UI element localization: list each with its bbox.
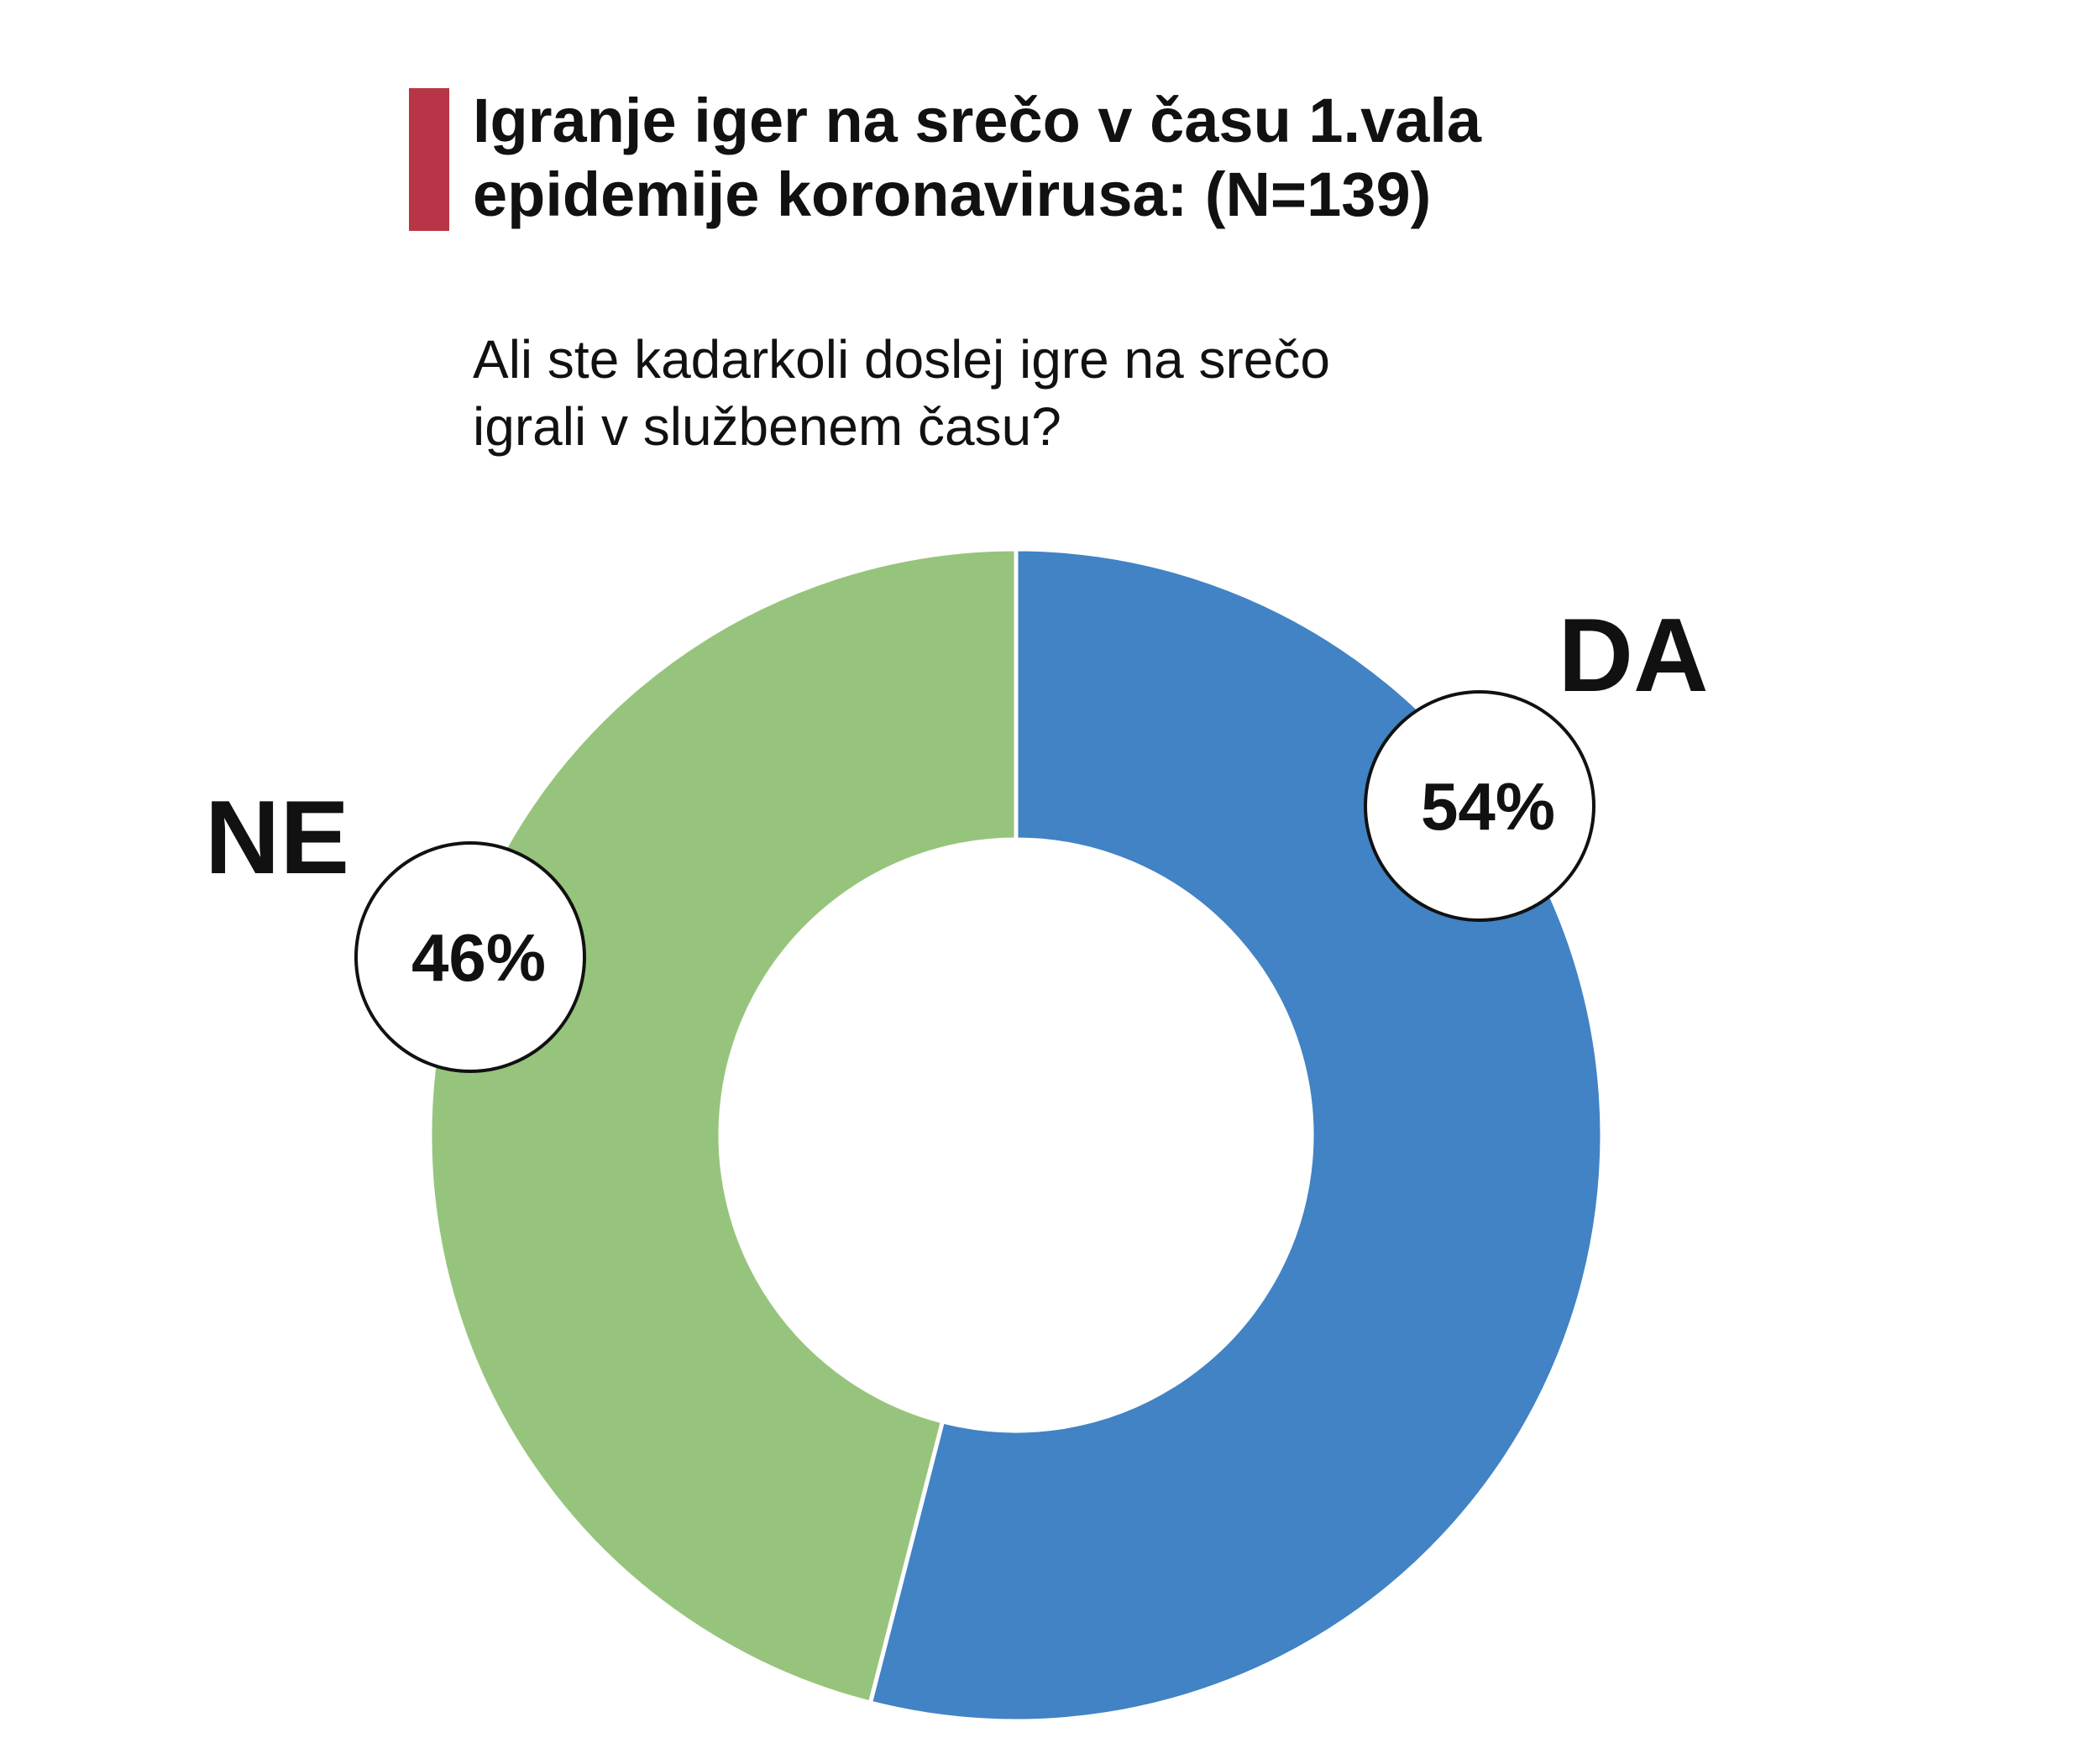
category-label-da: DA: [1558, 598, 1708, 714]
chart-subtitle-line-1: Ali ste kadarkoli doslej igre na srečo: [473, 329, 1330, 390]
value-label-ne: 46%: [411, 920, 546, 995]
value-bubble-ne: [354, 841, 586, 1073]
chart-title-line-1: Igranje iger na srečo v času 1.vala: [473, 86, 1482, 155]
chart-title-line-2: epidemije koronavirusa: (N=139): [473, 160, 1432, 229]
title-accent-bar: [409, 88, 449, 231]
chart-subtitle-line-2: igrali v službenem času?: [473, 396, 1061, 457]
chart-title: Igranje iger na srečo v času 1.vala epid…: [473, 84, 1984, 232]
value-bubble-da: [1364, 690, 1595, 922]
value-label-da: 54%: [1421, 769, 1555, 844]
category-label-ne: NE: [205, 780, 349, 896]
chart-subtitle: Ali ste kadarkoli doslej igre na srečo i…: [473, 326, 1900, 460]
slice-ne: [427, 547, 1019, 1706]
